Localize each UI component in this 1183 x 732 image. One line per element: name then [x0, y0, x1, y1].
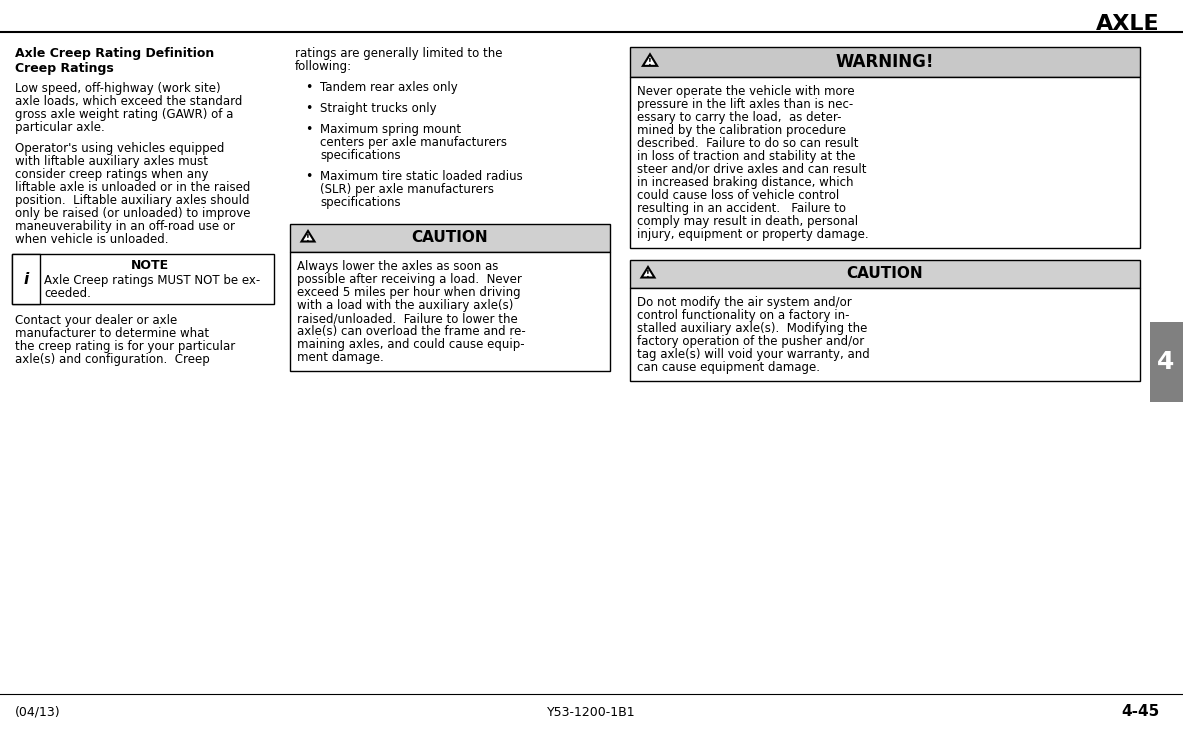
- Text: control functionality on a factory in-: control functionality on a factory in-: [636, 309, 849, 322]
- Text: pressure in the lift axles than is nec-: pressure in the lift axles than is nec-: [636, 98, 853, 111]
- Text: Never operate the vehicle with more: Never operate the vehicle with more: [636, 85, 854, 98]
- Text: specifications: specifications: [319, 149, 401, 162]
- Text: i: i: [24, 272, 28, 286]
- Polygon shape: [641, 267, 654, 277]
- Polygon shape: [642, 54, 657, 66]
- Text: CAUTION: CAUTION: [412, 231, 489, 245]
- Text: could cause loss of vehicle control: could cause loss of vehicle control: [636, 189, 839, 202]
- Text: mined by the calibration procedure: mined by the calibration procedure: [636, 124, 846, 137]
- Text: possible after receiving a load.  Never: possible after receiving a load. Never: [297, 273, 522, 286]
- Text: !: !: [646, 270, 649, 279]
- Text: 4-45: 4-45: [1121, 704, 1161, 720]
- Text: Do not modify the air system and/or: Do not modify the air system and/or: [636, 296, 852, 309]
- Text: specifications: specifications: [319, 196, 401, 209]
- Text: consider creep ratings when any: consider creep ratings when any: [15, 168, 208, 181]
- Polygon shape: [302, 231, 315, 242]
- Text: liftable axle is unloaded or in the raised: liftable axle is unloaded or in the rais…: [15, 181, 251, 194]
- Text: described.  Failure to do so can result: described. Failure to do so can result: [636, 137, 859, 150]
- Text: •: •: [305, 102, 312, 115]
- Text: Straight trucks only: Straight trucks only: [319, 102, 437, 115]
- Text: 4: 4: [1157, 350, 1175, 374]
- Text: raised/unloaded.  Failure to lower the: raised/unloaded. Failure to lower the: [297, 312, 518, 325]
- Text: Always lower the axles as soon as: Always lower the axles as soon as: [297, 260, 498, 273]
- Text: CAUTION: CAUTION: [847, 266, 923, 282]
- Text: Axle Creep ratings MUST NOT be ex-: Axle Creep ratings MUST NOT be ex-: [44, 274, 260, 287]
- FancyBboxPatch shape: [12, 254, 274, 304]
- Text: can cause equipment damage.: can cause equipment damage.: [636, 361, 820, 374]
- Text: injury, equipment or property damage.: injury, equipment or property damage.: [636, 228, 868, 241]
- Text: axle loads, which exceed the standard: axle loads, which exceed the standard: [15, 95, 243, 108]
- Text: WARNING!: WARNING!: [835, 53, 935, 71]
- Text: comply may result in death, personal: comply may result in death, personal: [636, 215, 858, 228]
- Text: Y53-1200-1B1: Y53-1200-1B1: [547, 706, 635, 719]
- Text: axle(s) can overload the frame and re-: axle(s) can overload the frame and re-: [297, 325, 525, 338]
- Text: particular axle.: particular axle.: [15, 121, 105, 134]
- Text: Low speed, off-highway (work site): Low speed, off-highway (work site): [15, 82, 220, 95]
- Text: with liftable auxiliary axles must: with liftable auxiliary axles must: [15, 155, 208, 168]
- Text: resulting in an accident.   Failure to: resulting in an accident. Failure to: [636, 202, 846, 215]
- Text: ceeded.: ceeded.: [44, 287, 91, 300]
- Text: tag axle(s) will void your warranty, and: tag axle(s) will void your warranty, and: [636, 348, 870, 361]
- Text: axle(s) and configuration.  Creep: axle(s) and configuration. Creep: [15, 353, 209, 366]
- Text: stalled auxiliary axle(s).  Modifying the: stalled auxiliary axle(s). Modifying the: [636, 322, 867, 335]
- Text: •: •: [305, 81, 312, 94]
- Text: with a load with the auxiliary axle(s): with a load with the auxiliary axle(s): [297, 299, 513, 312]
- Text: !: !: [648, 58, 652, 67]
- Text: Maximum spring mount: Maximum spring mount: [319, 123, 461, 136]
- Text: gross axle weight rating (GAWR) of a: gross axle weight rating (GAWR) of a: [15, 108, 233, 121]
- Text: the creep rating is for your particular: the creep rating is for your particular: [15, 340, 235, 353]
- Text: factory operation of the pusher and/or: factory operation of the pusher and/or: [636, 335, 865, 348]
- Text: ment damage.: ment damage.: [297, 351, 383, 364]
- Text: Maximum tire static loaded radius: Maximum tire static loaded radius: [319, 170, 523, 183]
- Text: •: •: [305, 170, 312, 183]
- Text: maneuverability in an off-road use or: maneuverability in an off-road use or: [15, 220, 235, 233]
- FancyBboxPatch shape: [290, 252, 610, 371]
- Text: Axle Creep Rating Definition: Axle Creep Rating Definition: [15, 47, 214, 60]
- FancyBboxPatch shape: [290, 224, 610, 252]
- FancyBboxPatch shape: [12, 254, 40, 304]
- FancyBboxPatch shape: [631, 288, 1140, 381]
- Text: steer and/or drive axles and can result: steer and/or drive axles and can result: [636, 163, 866, 176]
- Text: centers per axle manufacturers: centers per axle manufacturers: [319, 136, 508, 149]
- Text: AXLE: AXLE: [1097, 14, 1161, 34]
- Text: only be raised (or unloaded) to improve: only be raised (or unloaded) to improve: [15, 207, 251, 220]
- Text: !: !: [306, 234, 310, 243]
- Text: when vehicle is unloaded.: when vehicle is unloaded.: [15, 233, 168, 246]
- Text: Tandem rear axles only: Tandem rear axles only: [319, 81, 458, 94]
- Text: NOTE: NOTE: [131, 259, 169, 272]
- FancyBboxPatch shape: [631, 47, 1140, 77]
- Text: manufacturer to determine what: manufacturer to determine what: [15, 327, 209, 340]
- Text: maining axles, and could cause equip-: maining axles, and could cause equip-: [297, 338, 524, 351]
- Text: in increased braking distance, which: in increased braking distance, which: [636, 176, 853, 189]
- FancyBboxPatch shape: [631, 77, 1140, 248]
- Text: following:: following:: [295, 60, 353, 73]
- Text: (04/13): (04/13): [15, 706, 60, 719]
- Text: position.  Liftable auxiliary axles should: position. Liftable auxiliary axles shoul…: [15, 194, 250, 207]
- Text: in loss of traction and stability at the: in loss of traction and stability at the: [636, 150, 855, 163]
- Text: Operator's using vehicles equipped: Operator's using vehicles equipped: [15, 142, 225, 155]
- FancyBboxPatch shape: [1150, 322, 1183, 402]
- Text: Contact your dealer or axle: Contact your dealer or axle: [15, 314, 177, 327]
- Text: exceed 5 miles per hour when driving: exceed 5 miles per hour when driving: [297, 286, 521, 299]
- Text: Creep Ratings: Creep Ratings: [15, 62, 114, 75]
- FancyBboxPatch shape: [631, 260, 1140, 288]
- Text: ratings are generally limited to the: ratings are generally limited to the: [295, 47, 503, 60]
- Text: (SLR) per axle manufacturers: (SLR) per axle manufacturers: [319, 183, 494, 196]
- Text: essary to carry the load,  as deter-: essary to carry the load, as deter-: [636, 111, 841, 124]
- Text: •: •: [305, 123, 312, 136]
